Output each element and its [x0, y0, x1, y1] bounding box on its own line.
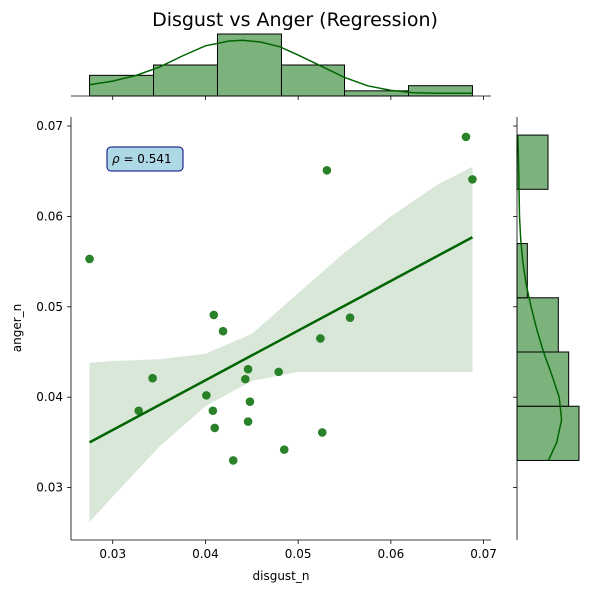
x-tick-label-4: 0.06	[378, 547, 405, 561]
data-point-9	[228, 456, 238, 465]
confidence-band	[89, 166, 473, 522]
y-tick-label-2: 0.04	[36, 390, 63, 404]
y-hist-bar-2	[516, 351, 570, 407]
y-hist-bar-6	[516, 134, 549, 190]
x-hist-bar-3	[216, 33, 282, 97]
y-tick-label-4: 0.06	[36, 209, 63, 223]
data-point-12	[243, 417, 253, 426]
data-point-6	[209, 310, 219, 320]
x-tick-label-3: 0.05	[285, 547, 312, 561]
x-tick-label-1: 0.03	[99, 547, 126, 561]
x-hist-bar-4	[280, 64, 346, 97]
x-kde-curve	[89, 39, 473, 94]
data-point-20	[461, 132, 471, 142]
x-tick-label-2: 0.04	[192, 547, 219, 561]
y-hist-bar-1	[516, 405, 580, 461]
y-axis-label: anger_n	[10, 304, 24, 353]
data-point-2	[134, 406, 143, 416]
x-marginal-histogram	[71, 33, 491, 100]
data-point-14	[274, 367, 283, 377]
data-point-18	[322, 166, 332, 175]
data-point-10	[241, 374, 250, 384]
annotation-text: ρ = 0.541	[112, 152, 172, 166]
data-point-16	[316, 334, 325, 343]
x-tick-label-5: 0.07	[470, 547, 497, 561]
annotation-value: = 0.541	[120, 152, 172, 166]
y-marginal-histogram	[513, 117, 580, 540]
x-hist-bar-6	[407, 85, 473, 97]
data-point-13	[245, 397, 255, 407]
data-point-11	[243, 364, 253, 374]
x-axis-label: disgust_n	[253, 569, 310, 583]
data-point-8	[218, 326, 228, 336]
data-point-1	[85, 254, 94, 264]
y-hist-bar-3	[516, 297, 559, 353]
data-point-4	[202, 391, 211, 400]
x-hist-bar-2	[153, 64, 218, 97]
correlation-annotation: ρ = 0.541	[106, 146, 184, 172]
data-point-19	[345, 313, 355, 322]
data-point-3	[148, 373, 157, 383]
data-point-7	[210, 423, 220, 433]
regression-line	[88, 236, 474, 444]
data-point-5	[208, 406, 218, 416]
data-point-17	[317, 428, 327, 437]
y-kde-curve	[517, 135, 563, 461]
chart-title: Disgust vs Anger (Regression)	[152, 9, 438, 31]
main-scatter-plot: 0.03 0.04 0.05 0.06 0.07 0.03 0.04 0.05 0.06 0.0…	[10, 117, 497, 583]
y-tick-label-1: 0.03	[36, 481, 63, 495]
annotation-box	[106, 146, 184, 172]
data-point-21	[468, 175, 477, 184]
y-tick-label-5: 0.07	[36, 119, 63, 133]
data-point-15	[279, 445, 289, 454]
rho-symbol: ρ	[112, 152, 120, 166]
y-tick-label-3: 0.05	[36, 300, 63, 314]
